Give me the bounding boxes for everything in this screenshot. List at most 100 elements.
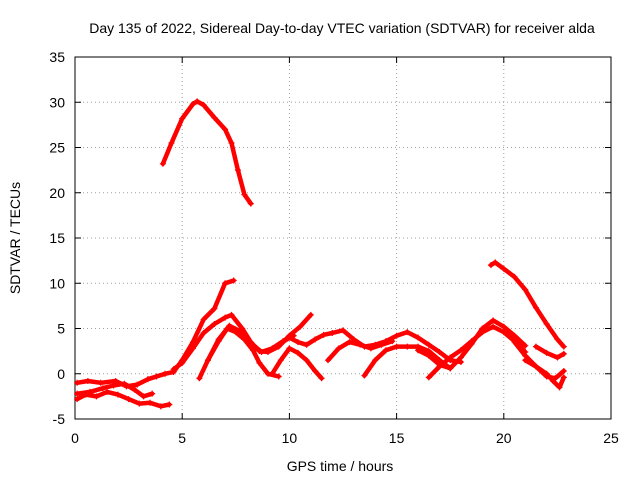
data-point xyxy=(479,329,486,336)
series-track-j xyxy=(269,345,325,382)
series-line xyxy=(426,324,528,380)
data-point xyxy=(490,323,497,330)
data-point xyxy=(99,385,106,392)
data-point xyxy=(162,370,169,377)
data-point xyxy=(222,280,229,287)
data-point xyxy=(269,370,276,377)
chart-title: Day 135 of 2022, Sidereal Day-to-day VTE… xyxy=(89,20,595,36)
y-tick-label: 30 xyxy=(49,94,65,110)
data-point xyxy=(211,305,218,312)
data-point xyxy=(511,332,518,339)
y-tick-label: 35 xyxy=(49,49,65,65)
data-point xyxy=(393,332,400,339)
series-line xyxy=(160,99,254,206)
data-point xyxy=(84,377,91,384)
data-point xyxy=(153,373,160,380)
y-tick-label: -5 xyxy=(53,411,66,427)
data-point xyxy=(222,126,229,133)
data-point xyxy=(490,317,497,324)
x-tick-label: 20 xyxy=(496,430,512,446)
data-point xyxy=(211,114,218,121)
x-tick-label: 25 xyxy=(603,430,619,446)
y-tick-label: 25 xyxy=(49,140,65,156)
data-point xyxy=(543,373,550,380)
data-point xyxy=(318,375,325,382)
data-point xyxy=(294,339,301,346)
data-point xyxy=(228,311,235,318)
data-point xyxy=(312,336,319,343)
data-point xyxy=(211,320,218,327)
series-line xyxy=(74,278,236,389)
series-track-b xyxy=(487,259,567,350)
data-point xyxy=(307,311,314,318)
y-tick-label: 5 xyxy=(57,321,65,337)
data-point xyxy=(447,365,454,372)
data-point xyxy=(140,393,147,400)
data-point xyxy=(415,334,422,341)
data-point xyxy=(522,342,529,349)
data-point xyxy=(389,338,396,345)
data-point xyxy=(324,357,331,364)
data-point xyxy=(543,349,550,356)
data-point xyxy=(168,139,175,146)
data-point xyxy=(149,390,156,397)
y-tick-label: 0 xyxy=(57,366,65,382)
data-point xyxy=(144,376,151,383)
data-point xyxy=(74,390,81,397)
data-point xyxy=(104,388,111,395)
data-point xyxy=(286,334,293,341)
data-point xyxy=(425,341,432,348)
data-point xyxy=(247,200,254,207)
data-point xyxy=(382,347,389,354)
series-line xyxy=(533,344,567,360)
data-point xyxy=(329,330,336,337)
data-point xyxy=(404,343,411,350)
data-point xyxy=(425,374,432,381)
data-point xyxy=(543,320,550,327)
data-point xyxy=(532,343,539,350)
data-point xyxy=(415,347,422,354)
data-point xyxy=(500,265,507,272)
data-point xyxy=(457,354,464,361)
data-point xyxy=(157,403,164,410)
data-point xyxy=(159,160,166,167)
data-point xyxy=(340,327,346,334)
data-point xyxy=(275,341,282,348)
data-point xyxy=(93,393,100,400)
x-tick-label: 5 xyxy=(178,430,186,446)
data-point xyxy=(125,396,132,403)
data-point xyxy=(393,343,400,350)
data-point xyxy=(226,322,233,329)
data-point xyxy=(357,341,364,348)
data-point xyxy=(189,101,196,108)
data-point xyxy=(522,352,529,359)
data-point xyxy=(215,336,222,343)
axis-ticks: 0 5 10 15 20 25 -5 0 5 10 15 20 25 30 35 xyxy=(49,49,619,446)
data-point xyxy=(275,373,282,380)
data-point xyxy=(372,357,379,364)
data-point xyxy=(511,273,518,280)
data-point xyxy=(194,98,201,105)
data-point xyxy=(532,363,539,370)
data-point xyxy=(256,359,263,366)
data-point xyxy=(74,396,81,403)
data-point xyxy=(121,380,128,387)
data-point xyxy=(74,379,81,386)
series-track-q xyxy=(511,339,567,382)
data-point xyxy=(234,167,241,174)
data-point xyxy=(487,262,494,269)
data-point xyxy=(134,381,141,388)
data-point xyxy=(500,323,507,330)
data-point xyxy=(425,352,432,359)
data-point xyxy=(237,328,244,335)
y-tick-label: 15 xyxy=(49,230,65,246)
data-point xyxy=(560,374,567,381)
data-point xyxy=(166,401,173,408)
data-point xyxy=(269,345,276,352)
data-point xyxy=(200,316,207,323)
series-track-e xyxy=(74,380,156,400)
data-point xyxy=(468,338,475,345)
y-tick-label: 20 xyxy=(49,185,65,201)
data-point xyxy=(436,363,443,370)
data-point xyxy=(560,343,567,350)
